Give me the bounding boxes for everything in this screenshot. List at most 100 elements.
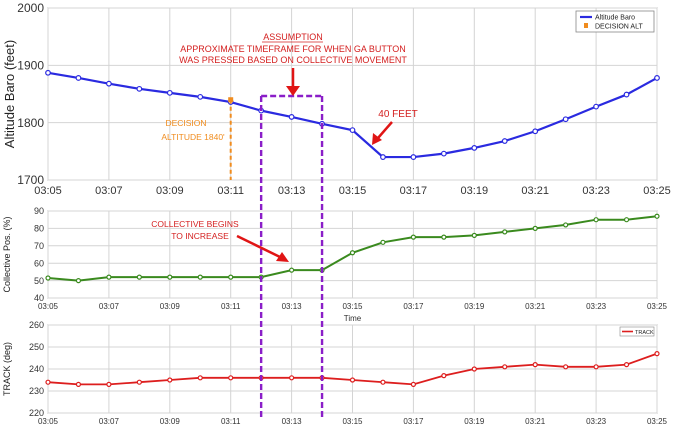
x-tick-label: 03:15 bbox=[342, 417, 363, 426]
data-point bbox=[380, 154, 386, 160]
data-point bbox=[380, 379, 386, 385]
data-point bbox=[349, 250, 356, 256]
collective-arrow-head bbox=[276, 252, 289, 262]
y-tick-label: 240 bbox=[29, 364, 44, 374]
data-point bbox=[440, 150, 447, 157]
assumption-text-line1: APPROXIMATE TIMEFRAME FOR WHEN GA BUTTON bbox=[180, 44, 406, 54]
data-point bbox=[167, 274, 173, 280]
data-point bbox=[45, 69, 51, 76]
data-point bbox=[532, 128, 539, 135]
assumption-arrow-head bbox=[286, 86, 300, 96]
y-tick-label: 90 bbox=[34, 206, 44, 216]
data-point bbox=[593, 103, 599, 110]
collective-annotation-line1: COLLECTIVE BEGINS bbox=[151, 219, 239, 229]
x-tick-label: 03:17 bbox=[403, 302, 424, 311]
data-point bbox=[410, 234, 416, 240]
y-tick-label: 70 bbox=[34, 241, 44, 251]
x-tick-label: 03:19 bbox=[461, 185, 489, 197]
collective-arrow-shaft bbox=[236, 234, 281, 259]
legend-swatch-decision bbox=[584, 23, 588, 28]
x-tick-label: 03:23 bbox=[586, 417, 607, 426]
data-point bbox=[106, 381, 112, 387]
x-tick-label: 03:13 bbox=[282, 417, 303, 426]
data-point bbox=[532, 225, 538, 231]
x-tick-label: 03:19 bbox=[464, 302, 485, 311]
assumption-text-line2: WAS PRESSED BASED ON COLLECTIVE MOVEMENT bbox=[179, 55, 407, 65]
data-point bbox=[563, 364, 569, 370]
x-tick-label: 03:25 bbox=[647, 302, 668, 311]
data-point bbox=[441, 234, 447, 240]
y-axis-label: Collective Pos. (%) bbox=[2, 216, 12, 292]
data-point bbox=[105, 80, 112, 87]
x-tick-label: 03:05 bbox=[38, 302, 59, 311]
data-point bbox=[501, 138, 508, 144]
y-tick-label: 80 bbox=[34, 224, 44, 234]
data-point bbox=[380, 239, 386, 245]
forty-feet-annotation: 40 FEET bbox=[378, 109, 417, 120]
data-point bbox=[228, 375, 234, 381]
data-point bbox=[228, 274, 234, 280]
x-tick-label: 03:21 bbox=[525, 417, 546, 426]
x-tick-label: 03:09 bbox=[160, 302, 181, 311]
x-tick-label: 03:25 bbox=[647, 417, 668, 426]
x-tick-label: 03:09 bbox=[156, 185, 184, 197]
y-tick-label: 250 bbox=[29, 342, 44, 352]
data-point bbox=[197, 93, 204, 100]
data-point bbox=[502, 364, 508, 370]
x-tick-label: 03:11 bbox=[221, 302, 241, 311]
data-point bbox=[75, 381, 82, 387]
x-tick-label: 03:11 bbox=[217, 185, 244, 197]
legend-label-track: TRACK bbox=[635, 330, 654, 336]
data-point bbox=[45, 275, 51, 281]
x-tick-label: 03:21 bbox=[521, 185, 549, 197]
data-point bbox=[197, 274, 203, 280]
data-point bbox=[410, 381, 416, 387]
x-tick-label: 03:09 bbox=[160, 417, 181, 426]
data-point bbox=[136, 379, 142, 385]
x-tick-label: 03:07 bbox=[99, 302, 120, 311]
legend-label-decision: DECISION ALT bbox=[595, 24, 643, 31]
decision-annotation-line1: DECISION bbox=[165, 118, 206, 128]
y-tick-label: 40 bbox=[34, 293, 44, 303]
y-axis-label: Altitude Baro (feet) bbox=[2, 40, 17, 148]
x-tick-label: 03:05 bbox=[38, 417, 59, 426]
decision-annotation-line2: ALTITUDE 1840' bbox=[161, 132, 225, 142]
decision-alt-marker bbox=[228, 97, 234, 103]
y-tick-label: 220 bbox=[29, 408, 44, 418]
legend-box-track bbox=[619, 326, 655, 337]
collective-annotation-line2: TO INCREASE bbox=[171, 231, 229, 241]
forty-feet-arrow-head bbox=[372, 133, 382, 145]
data-point bbox=[166, 89, 173, 96]
y-tick-label: 2000 bbox=[17, 1, 44, 15]
legend-label-altitude: Altitude Baro bbox=[595, 15, 635, 22]
y-tick-label: 60 bbox=[34, 258, 44, 268]
data-point bbox=[471, 366, 477, 372]
x-tick-label: 03:17 bbox=[400, 185, 428, 197]
data-point bbox=[563, 222, 569, 228]
data-point bbox=[289, 267, 295, 273]
data-point bbox=[593, 364, 599, 370]
x-tick-label: 03:23 bbox=[582, 185, 610, 197]
x-tick-label: 03:15 bbox=[339, 185, 367, 197]
y-tick-label: 260 bbox=[29, 320, 44, 330]
x-tick-label: 03:17 bbox=[403, 417, 424, 426]
data-point bbox=[106, 274, 112, 280]
data-point bbox=[471, 144, 478, 151]
x-tick-label: 03:07 bbox=[99, 417, 120, 426]
x-tick-label: 03:23 bbox=[586, 302, 607, 311]
data-point bbox=[197, 375, 203, 381]
data-point bbox=[167, 377, 173, 383]
data-point bbox=[136, 274, 142, 280]
x-tick-label: 03:07 bbox=[95, 185, 123, 197]
y-tick-label: 50 bbox=[34, 276, 44, 286]
x-tick-label: 03:19 bbox=[464, 417, 485, 426]
x-tick-label: 03:15 bbox=[342, 302, 363, 311]
x-tick-label: 03:21 bbox=[525, 302, 546, 311]
x-tick-label: 03:11 bbox=[221, 417, 241, 426]
data-point bbox=[288, 114, 295, 120]
data-point bbox=[562, 116, 569, 123]
data-point bbox=[502, 229, 508, 235]
y-axis-label: TRACK (deg) bbox=[2, 342, 12, 396]
